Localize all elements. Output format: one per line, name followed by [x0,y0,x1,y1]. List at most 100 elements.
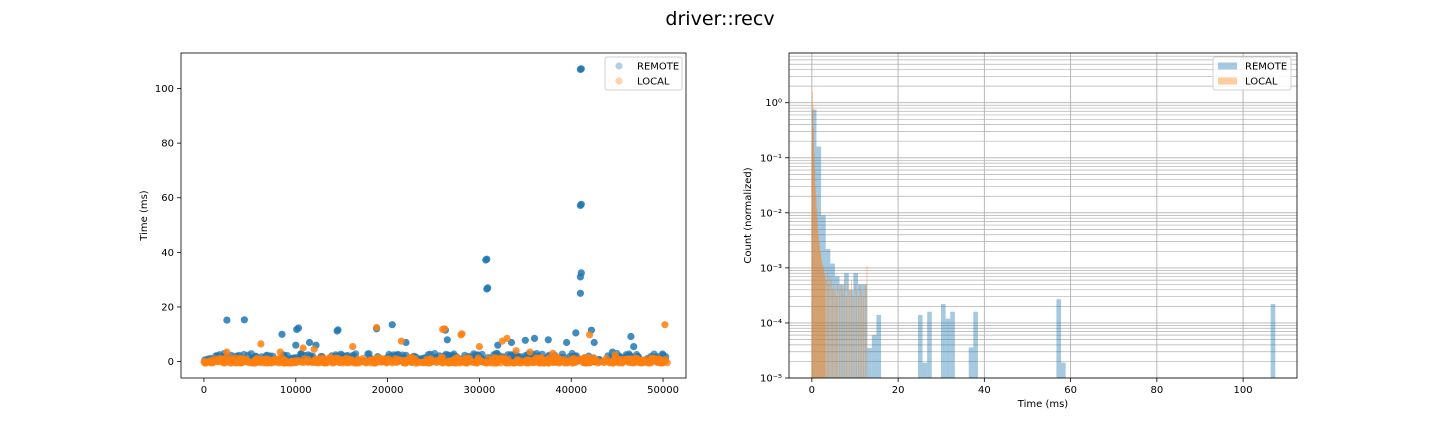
scatter-point [397,337,405,345]
scatter-xtick-label: 30000 [464,385,496,396]
scatter-band-point [453,354,461,362]
histogram-bar [816,218,818,378]
histogram-bar [813,127,815,378]
histogram-bar [1270,304,1276,378]
histogram-ytick-label: 10⁰ [765,98,782,109]
histogram-legend-swatch [1218,77,1237,85]
scatter-band-point [421,358,429,366]
histogram-xtick-label: 100 [1234,385,1253,396]
scatter-point [544,336,552,344]
scatter-point [349,343,357,351]
scatter-point [530,334,539,342]
scatter-band-point [363,358,371,366]
scatter-band-point [580,359,589,367]
scatter-point [458,330,466,338]
scatter-band-point [505,358,513,366]
scatter-band-point [227,359,235,367]
scatter-band-point [428,357,436,365]
scatter-point [494,341,502,349]
scatter-band-point [593,356,601,364]
scatter-point [388,321,396,329]
histogram-xtick-label: 20 [892,385,905,396]
histogram-bar [854,284,856,378]
scatter-point [549,349,557,357]
scatter-band-point [415,358,423,366]
scatter-legend-marker [615,62,623,70]
scatter-series-remote [201,65,670,366]
scatter-band-point [348,356,356,364]
histogram-bar [832,289,833,378]
scatter-band-point [369,356,377,364]
scatter-band-point [237,356,245,364]
scatter-point [577,269,585,277]
histogram-xtick-label: 60 [1064,385,1077,396]
histogram-bar [836,296,837,378]
histogram-bar [812,105,814,379]
histogram-bar [853,273,858,378]
histogram-bar [826,273,828,378]
scatter-point [278,330,286,338]
scatter-ytick-label: 80 [161,139,174,150]
histogram-bar [819,245,821,378]
scatter-point [475,343,483,351]
histogram-bar [845,296,847,378]
scatter-point [257,340,265,348]
histogram-bar [813,153,815,378]
scatter-band-point [461,359,469,367]
scatter-band-point [446,359,454,367]
histogram-bar [950,311,955,378]
scatter-point [526,348,534,356]
scatter-band-point [645,359,653,367]
histogram-bar [814,169,816,378]
scatter-band-point [570,354,578,362]
histogram-bar [849,289,851,378]
histogram-xtick-label: 80 [1150,385,1163,396]
histogram-bar [820,253,822,378]
histogram-bar [811,141,813,378]
scatter-band-point [537,354,545,362]
histogram-bar [844,273,849,378]
scatter-band-point [213,356,221,365]
scatter-ytick-label: 40 [161,248,174,259]
histogram-bar [818,241,820,378]
histogram-bar [927,311,932,378]
scatter-band-point [618,359,626,367]
scatter-series-local [200,321,671,367]
scatter-point [334,326,342,334]
scatter-band-point [437,354,445,362]
histogram-legend-label: REMOTE [1245,62,1287,73]
scatter-xtick-label: 0 [201,385,207,396]
scatter-point [572,329,580,337]
histogram-bar [823,270,825,378]
histogram-bar [834,276,840,378]
histogram-bar [822,265,824,378]
histogram-bar [1061,362,1066,378]
histogram-bar [816,208,818,378]
histogram-bar [834,289,836,378]
scatter-point [299,344,307,352]
histogram-bar [844,280,845,378]
histogram-ytick-label: 10⁻³ [760,263,782,274]
histogram-bar [839,289,840,378]
scatter-band-point [656,356,665,364]
histogram-bar [830,263,835,378]
histogram-bar [825,249,831,378]
histogram-bar [863,296,864,378]
scatter-band-point [267,359,275,367]
scatter-band-point [330,359,338,367]
histogram-bar [818,234,819,378]
histogram-ticks: 0 20 40 60 80 100 10⁻⁵ 10⁻⁴ 10⁻³ 10⁻² 10⁻¹ 10⁰ [760,98,1253,396]
histogram-legend: REMOTE LOCAL [1212,56,1292,91]
histogram-bar [858,296,859,378]
scatter-point [276,348,284,356]
histogram-bar [941,304,946,378]
histogram-bar [821,258,822,378]
figure-title: driver::recv [665,8,774,30]
histogram-bar [866,265,868,378]
histogram-bar [876,314,882,378]
histogram-legend-box [1212,56,1292,91]
histogram-bar [859,284,861,378]
histogram-bars [811,91,1276,379]
histogram-bar [811,109,817,378]
